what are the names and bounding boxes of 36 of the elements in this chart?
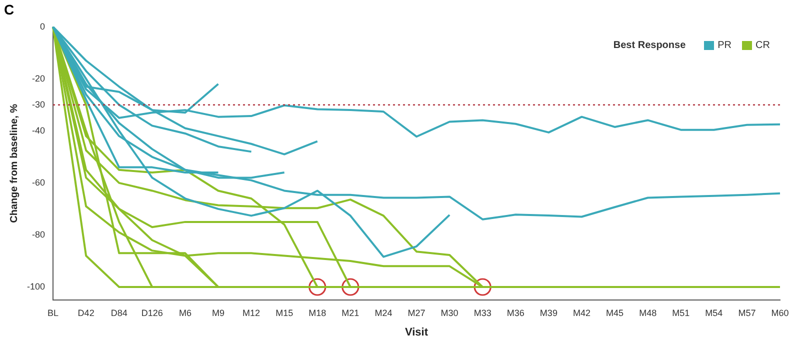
- legend-label: PR: [716, 40, 732, 51]
- x-tick-label: D42: [78, 308, 94, 318]
- x-tick-label: M36: [506, 308, 524, 318]
- x-tick-label: M18: [308, 308, 326, 318]
- y-tick-label: 0: [40, 21, 46, 32]
- y-tick-label: -100: [27, 281, 46, 292]
- chart-title: C: [4, 1, 14, 18]
- y-tick-label: -40: [32, 125, 46, 136]
- x-axis-title: Visit: [404, 326, 428, 338]
- y-tick-label: -60: [32, 177, 46, 188]
- x-tick-label: M39: [540, 308, 558, 318]
- y-tick-label: -80: [32, 229, 46, 240]
- x-tick-label: M30: [440, 308, 458, 318]
- x-tick-label: M51: [672, 308, 690, 318]
- y-axis-title: Change from baseline, %: [8, 104, 20, 223]
- y-tick-label: -20: [32, 73, 46, 84]
- x-tick-label: M9: [212, 308, 224, 318]
- y-tick-label: -30: [32, 99, 46, 110]
- x-tick-label: M24: [374, 308, 392, 318]
- x-tick-label: D84: [110, 308, 128, 318]
- x-tick-label: M33: [474, 308, 492, 318]
- x-tick-label: M42: [572, 308, 590, 318]
- legend-label: CR: [754, 40, 770, 51]
- x-tick-label: M60: [771, 308, 789, 318]
- x-tick-label: D126: [141, 308, 163, 318]
- x-tick-label: M45: [606, 308, 624, 318]
- x-tick-label: M54: [705, 308, 723, 318]
- x-tick-label: M57: [738, 308, 756, 318]
- x-tick-label: M48: [639, 308, 657, 318]
- x-tick-label: BL: [48, 308, 59, 318]
- x-tick-label: M6: [178, 308, 192, 318]
- x-tick-label: M12: [242, 308, 260, 318]
- x-tick-label: M21: [342, 308, 360, 318]
- x-tick-label: M27: [408, 308, 426, 318]
- legend-title: Best Response: [613, 40, 686, 51]
- x-tick-label: M15: [276, 308, 294, 318]
